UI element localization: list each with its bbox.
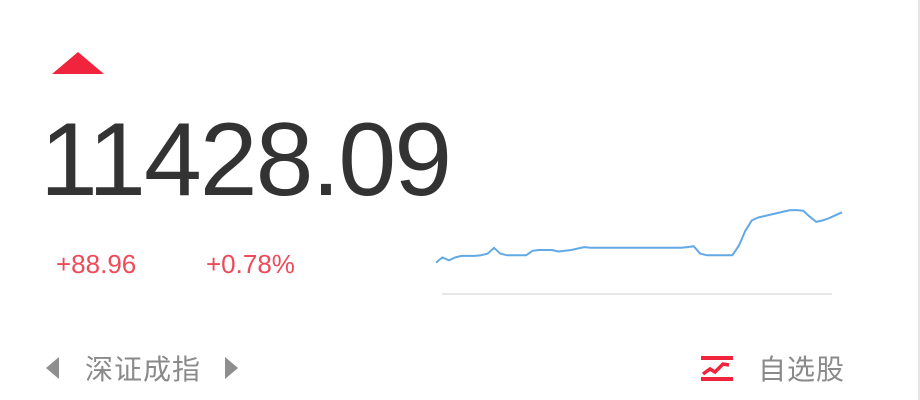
trend-up-icon	[701, 356, 733, 381]
up-arrow-icon	[52, 52, 104, 74]
caret-left-icon[interactable]	[46, 357, 59, 379]
intraday-sparkline	[435, 209, 843, 295]
caret-right-icon[interactable]	[225, 357, 239, 379]
sparkline-series-line	[435, 209, 843, 264]
index-price: 11428.09	[40, 102, 452, 218]
price-change: +88.96	[56, 249, 137, 279]
watchlist-button[interactable]: 自选股	[700, 348, 845, 388]
index-name[interactable]: 深证成指	[85, 353, 202, 386]
index-switcher: 深证成指	[46, 348, 239, 388]
watchlist-label: 自选股	[758, 353, 846, 386]
price-change-percent: +0.78%	[206, 249, 295, 279]
